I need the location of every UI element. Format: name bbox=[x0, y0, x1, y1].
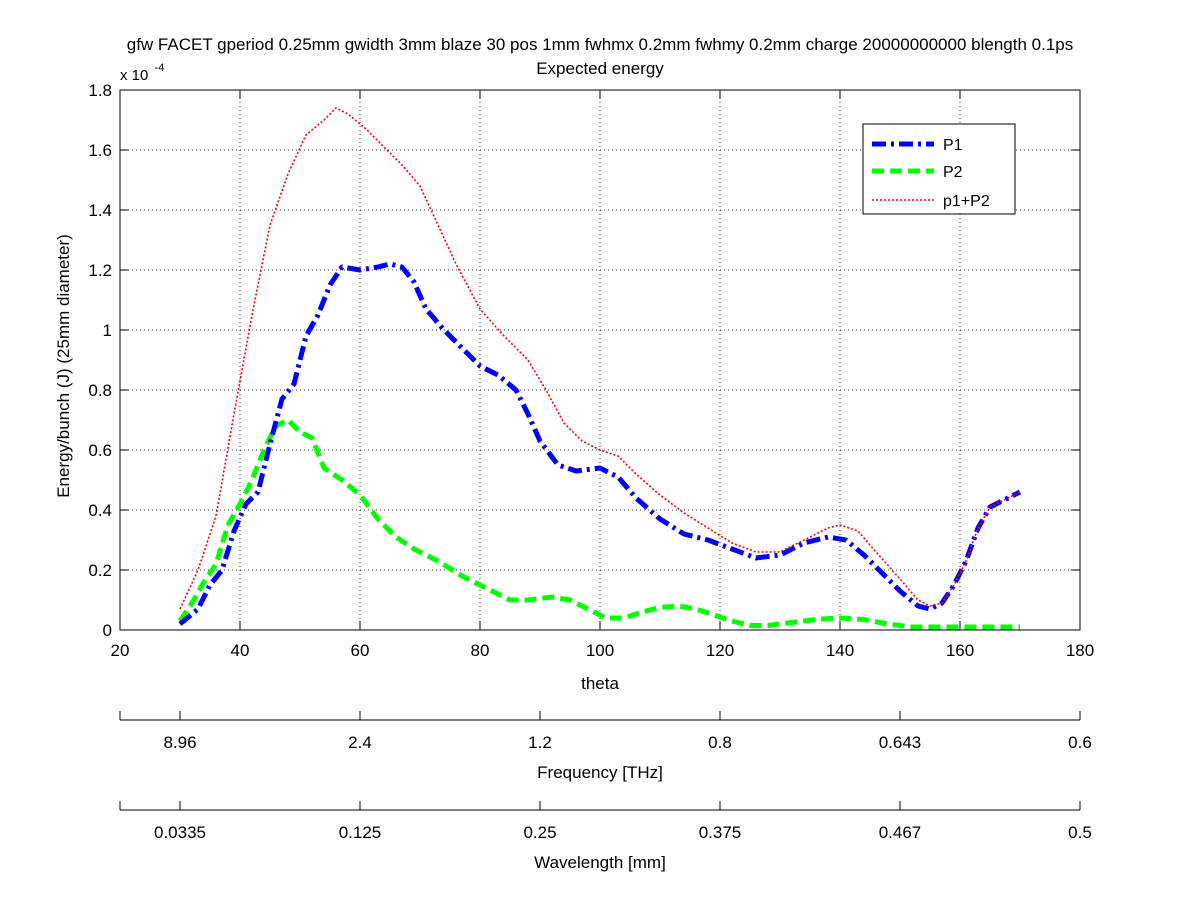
x-axis: 20 40 60 80 100 120 140 160 180 bbox=[111, 90, 1094, 660]
wavelength-axis-tick-label: 0.125 bbox=[339, 823, 382, 842]
y-tick-label: 1.6 bbox=[88, 141, 112, 160]
x-tick-label: 20 bbox=[111, 641, 130, 660]
chart-title-line2: Expected energy bbox=[536, 59, 664, 78]
x-tick-label: 160 bbox=[946, 641, 974, 660]
y-tick-label: 1.8 bbox=[88, 81, 112, 100]
legend-label-p1: P1 bbox=[943, 137, 963, 154]
series-line-p2 bbox=[177, 417, 1020, 630]
frequency-axis-tick-label: 2.4 bbox=[348, 733, 372, 752]
frequency-axis-tick-label: 0.6 bbox=[1068, 733, 1092, 752]
wavelength-axis-tick-label: 0.467 bbox=[879, 823, 922, 842]
frequency-axis-tick-label: 0.643 bbox=[879, 733, 922, 752]
y-tick-label: 1.4 bbox=[88, 201, 112, 220]
legend-label-p2: P2 bbox=[943, 164, 963, 181]
y-multiplier: x 10 -4 bbox=[120, 62, 164, 84]
x-axis-label: theta bbox=[581, 674, 619, 693]
y-tick-label: 1.2 bbox=[88, 261, 112, 280]
wavelength-axis-tick-label: 0.5 bbox=[1068, 823, 1092, 842]
y-tick-label: 1 bbox=[103, 321, 112, 340]
frequency-axis-tick-label: 0.8 bbox=[708, 733, 732, 752]
legend-box bbox=[862, 123, 1016, 215]
y-tick-label: 0.8 bbox=[88, 381, 112, 400]
secondary-axes: 8.96 2.4 1.2 0.8 0.643 0.6 Frequency [THz] 0.03… bbox=[119, 711, 1092, 872]
y-tick-label: 0.6 bbox=[88, 441, 112, 460]
y-tick-label: 0.4 bbox=[88, 501, 112, 520]
y-axis: 0 0.2 0.4 0.6 0.8 1 1.2 1.4 1.6 1.8 bbox=[88, 81, 1080, 640]
x-tick-label: 180 bbox=[1066, 641, 1094, 660]
x-tick-label: 40 bbox=[231, 641, 250, 660]
wavelength-axis-tick-label: 0.25 bbox=[523, 823, 556, 842]
x-tick-label: 120 bbox=[706, 641, 734, 660]
series-line-p1-p2 bbox=[179, 107, 1021, 610]
wavelength-axis-tick-label: 0.0335 bbox=[154, 823, 206, 842]
wavelength-axis-label: Wavelength [mm] bbox=[534, 853, 666, 872]
series-line-p1 bbox=[178, 261, 1022, 626]
y-multiplier-exponent: -4 bbox=[155, 62, 165, 74]
wavelength-axis-tick-label: 0.375 bbox=[699, 823, 742, 842]
frequency-axis-tick-label: 1.2 bbox=[528, 733, 552, 752]
y-tick-label: 0 bbox=[103, 621, 112, 640]
legend-label-sum: p1+P2 bbox=[943, 193, 990, 210]
x-tick-label: 60 bbox=[351, 641, 370, 660]
frequency-axis-label: Frequency [THz] bbox=[537, 763, 663, 782]
y-multiplier-base: x 10 bbox=[120, 67, 148, 84]
y-axis-label: Energy/bunch (J) (25mm diameter) bbox=[54, 234, 73, 498]
chart-title-line1: gfw FACET gperiod 0.25mm gwidth 3mm blaz… bbox=[127, 35, 1073, 54]
frequency-axis-tick-label: 8.96 bbox=[163, 733, 196, 752]
x-tick-label: 80 bbox=[471, 641, 490, 660]
series-layer bbox=[177, 107, 1022, 630]
legend: P1 P2 p1+P2 bbox=[862, 123, 1016, 215]
x-tick-label: 140 bbox=[826, 641, 854, 660]
y-tick-label: 0.2 bbox=[88, 561, 112, 580]
x-tick-label: 100 bbox=[586, 641, 614, 660]
